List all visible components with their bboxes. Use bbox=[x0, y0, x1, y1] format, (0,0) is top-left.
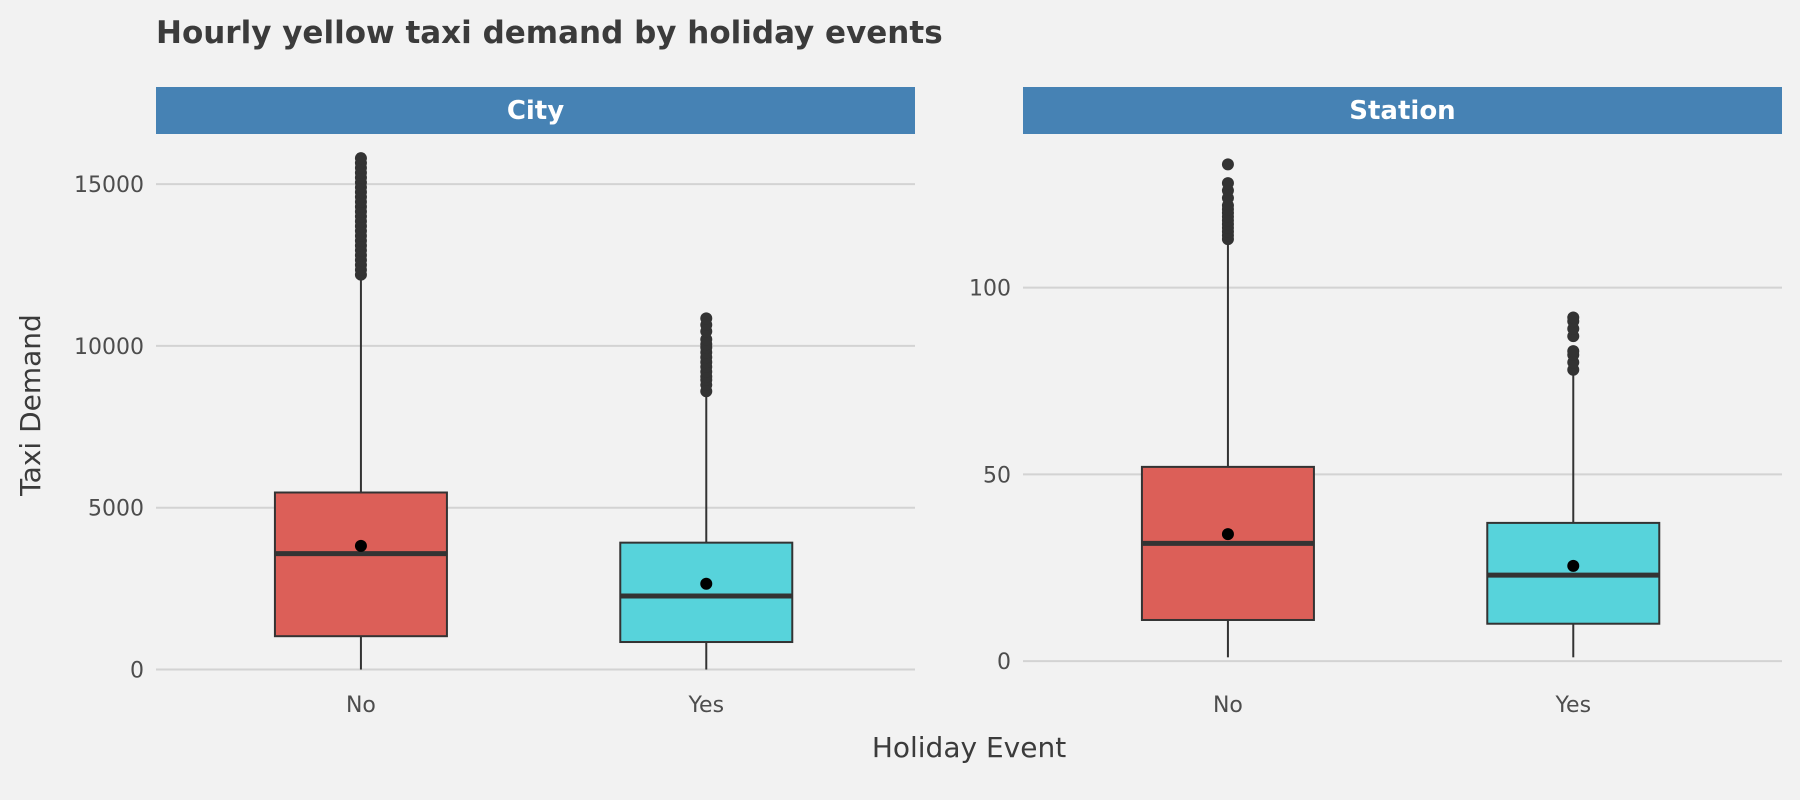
facet-panels: City 0 5000 10000 15000 No Yes Station 0 50 100 No Y… bbox=[74, 87, 1782, 718]
y-tick-label: 50 bbox=[983, 463, 1011, 488]
outlier-point bbox=[1221, 177, 1234, 190]
facet-strip-label: Station bbox=[1349, 96, 1455, 126]
x-tick-label: No bbox=[346, 693, 376, 718]
x-tick-label: Yes bbox=[688, 693, 725, 718]
mean-point bbox=[700, 577, 713, 590]
y-tick-label: 10000 bbox=[74, 335, 144, 360]
box-no bbox=[273, 491, 448, 638]
outlier-point bbox=[700, 312, 713, 325]
panel-station: Station 0 50 100 No Yes bbox=[969, 87, 1782, 718]
panel-city: City 0 5000 10000 15000 No Yes bbox=[74, 87, 915, 718]
chart-title: Hourly yellow taxi demand by holiday eve… bbox=[156, 15, 943, 51]
facet-strip bbox=[1023, 87, 1782, 134]
y-axis-title: Taxi Demand bbox=[14, 314, 47, 497]
x-axis-title: Holiday Event bbox=[872, 731, 1066, 764]
y-tick-label: 0 bbox=[130, 659, 144, 684]
y-tick-label: 15000 bbox=[74, 173, 144, 198]
y-tick-label: 100 bbox=[969, 277, 1011, 302]
mean-point bbox=[1221, 528, 1234, 541]
outlier-point bbox=[1567, 311, 1580, 324]
mean-point bbox=[1567, 559, 1580, 572]
facet-strip-label: City bbox=[507, 96, 564, 126]
x-tick-label: No bbox=[1213, 693, 1243, 718]
outlier-point bbox=[1221, 158, 1234, 171]
mean-point bbox=[354, 539, 367, 552]
x-tick-label: Yes bbox=[1555, 693, 1592, 718]
y-tick-label: 5000 bbox=[88, 497, 144, 522]
box-yes bbox=[619, 541, 794, 644]
y-tick-label: 0 bbox=[997, 650, 1011, 675]
facet-strip bbox=[156, 87, 915, 134]
outlier-point bbox=[354, 152, 367, 165]
outlier-point bbox=[1567, 345, 1580, 358]
